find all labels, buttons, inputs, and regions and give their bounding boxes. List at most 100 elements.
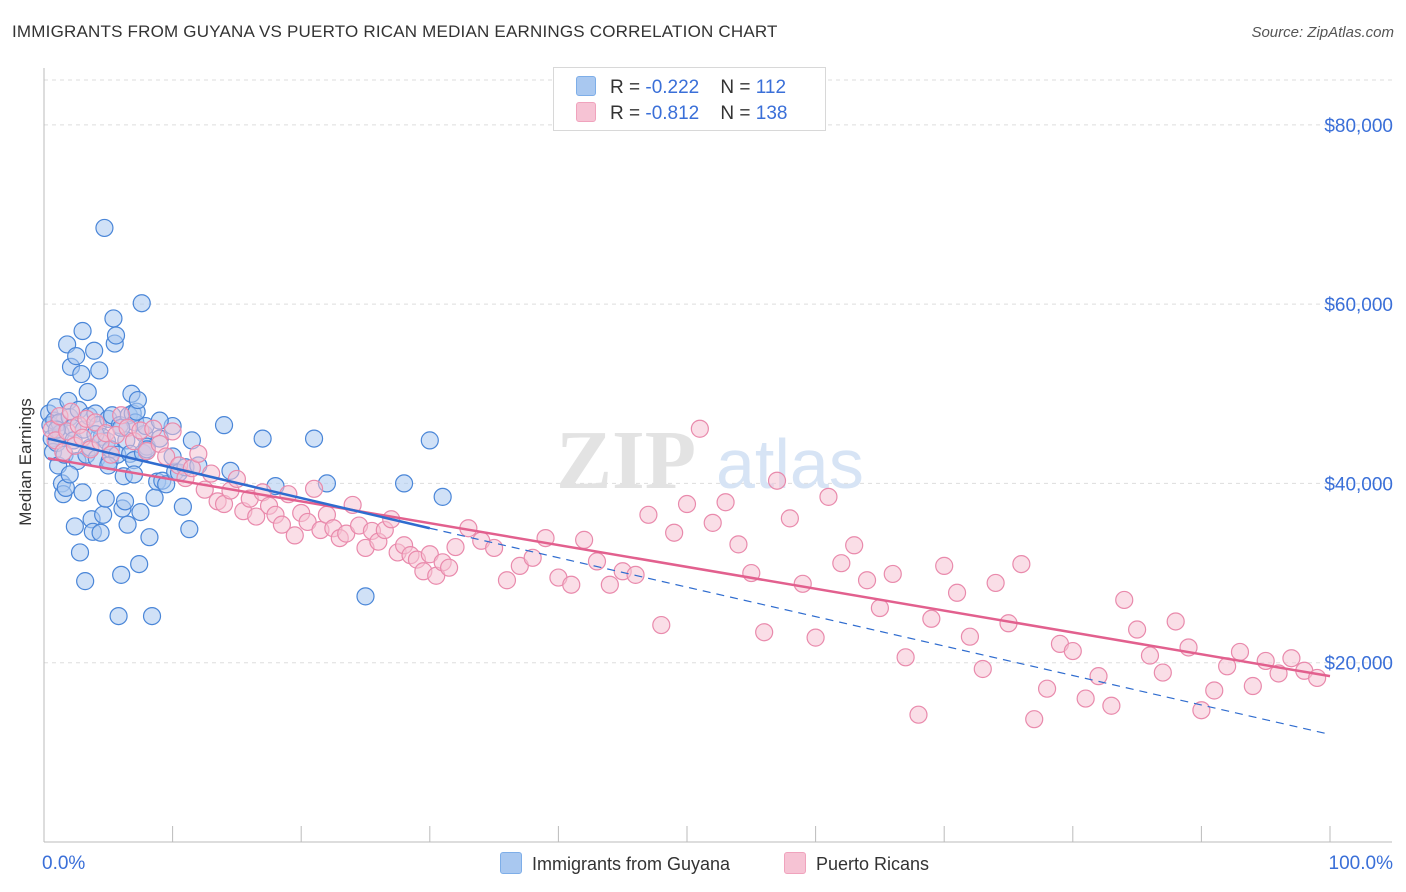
- bottom-legend-swatch-guyana: [500, 852, 522, 874]
- data-point: [253, 429, 272, 448]
- data-point: [587, 552, 607, 571]
- data-point: [922, 609, 941, 628]
- data-point: [109, 606, 128, 626]
- x-tick-label: 100.0%: [1329, 853, 1394, 874]
- data-point: [909, 705, 928, 724]
- data-point: [106, 326, 126, 345]
- data-point: [523, 548, 542, 567]
- n-label: N =: [720, 77, 756, 98]
- data-point: [272, 515, 292, 534]
- legend-row-guyana: R = -0.222 N = 112: [576, 76, 786, 100]
- data-point: [755, 623, 774, 642]
- data-point: [1012, 554, 1031, 574]
- data-point: [72, 364, 91, 384]
- data-point: [304, 429, 324, 448]
- correlation-legend: R = -0.222 N = 112 R = -0.812 N = 138: [553, 67, 826, 131]
- y-tick-label: $20,000: [1324, 654, 1393, 675]
- data-point: [1140, 646, 1160, 665]
- data-point: [70, 543, 90, 562]
- data-point: [433, 487, 452, 506]
- y-tick-label: $80,000: [1324, 116, 1393, 137]
- data-point: [394, 474, 414, 493]
- data-point: [115, 492, 135, 511]
- data-point: [67, 347, 86, 366]
- watermark-atlas: atlas: [716, 425, 864, 503]
- data-point: [214, 416, 234, 435]
- data-point: [1063, 641, 1082, 661]
- data-points: [40, 218, 1327, 729]
- chart-title: IMMIGRANTS FROM GUYANA VS PUERTO RICAN M…: [12, 22, 778, 41]
- source-label: Source: ZipAtlas.com: [1251, 24, 1394, 41]
- data-point: [690, 419, 709, 438]
- data-point: [145, 488, 164, 507]
- data-point: [163, 422, 182, 441]
- bottom-legend-puerto-rican: Puerto Ricans: [784, 852, 929, 875]
- data-point: [1243, 676, 1262, 696]
- bottom-legend-label-puerto-rican: Puerto Ricans: [816, 854, 930, 874]
- data-point: [60, 465, 79, 484]
- r-value-guyana: -0.222: [645, 77, 700, 98]
- data-point: [420, 545, 439, 564]
- data-point: [91, 523, 110, 542]
- data-point: [780, 509, 799, 528]
- data-point: [157, 447, 176, 466]
- data-point: [1166, 612, 1185, 631]
- data-point: [1192, 701, 1211, 720]
- data-point: [1089, 667, 1108, 686]
- data-point: [337, 524, 356, 543]
- data-point: [130, 554, 149, 574]
- data-point: [1025, 710, 1044, 729]
- data-point: [78, 382, 97, 402]
- data-point: [806, 628, 825, 647]
- data-point: [65, 517, 84, 536]
- tick-labels: $20,000 $40,000 $60,000 $80,000 0.0% 100.0%: [42, 116, 1393, 874]
- data-point: [562, 575, 581, 594]
- y-tick-label: $40,000: [1324, 474, 1393, 495]
- data-point: [142, 606, 162, 626]
- data-point: [304, 479, 324, 498]
- data-point: [600, 575, 619, 594]
- data-point: [439, 558, 459, 577]
- watermark: ZIP atlas: [556, 414, 864, 507]
- data-point: [716, 493, 735, 512]
- data-point: [883, 564, 902, 584]
- n-value-guyana: 112: [755, 77, 787, 98]
- data-point: [420, 431, 439, 450]
- r-label: R =: [610, 103, 646, 124]
- r-label: R =: [610, 77, 646, 98]
- data-point: [180, 520, 199, 539]
- bottom-legend-label-guyana: Immigrants from Guyana: [532, 854, 731, 874]
- data-point: [575, 530, 594, 549]
- y-tick-label: $60,000: [1324, 295, 1393, 316]
- data-point: [94, 505, 113, 524]
- data-point: [497, 571, 517, 590]
- bottom-legend-swatch-puerto-rican: [784, 852, 806, 874]
- data-point: [285, 526, 304, 545]
- data-point: [140, 528, 159, 547]
- r-value-puerto-rican: -0.812: [645, 103, 700, 124]
- y-axis-label: Median Earnings: [16, 398, 35, 526]
- x-tick-label: 0.0%: [42, 853, 85, 874]
- trend-line-guyana-extension: [429, 527, 1331, 736]
- data-point: [845, 536, 864, 555]
- data-point: [729, 535, 748, 554]
- data-point: [793, 574, 812, 593]
- data-point: [131, 502, 150, 522]
- data-point: [1127, 620, 1147, 639]
- data-point: [973, 659, 992, 679]
- data-point: [356, 587, 375, 606]
- series-puerto-rican: [42, 402, 1327, 729]
- data-point: [104, 309, 123, 328]
- data-point: [767, 471, 787, 490]
- n-label: N =: [720, 103, 756, 124]
- axes: [43, 68, 1392, 843]
- watermark-zip: ZIP: [556, 414, 696, 507]
- trend-lines: [47, 437, 1331, 736]
- data-point: [832, 554, 851, 573]
- data-point: [173, 497, 192, 516]
- gridlines: [44, 79, 1392, 664]
- data-point: [510, 556, 529, 575]
- data-point: [76, 572, 95, 591]
- data-point: [1102, 696, 1121, 715]
